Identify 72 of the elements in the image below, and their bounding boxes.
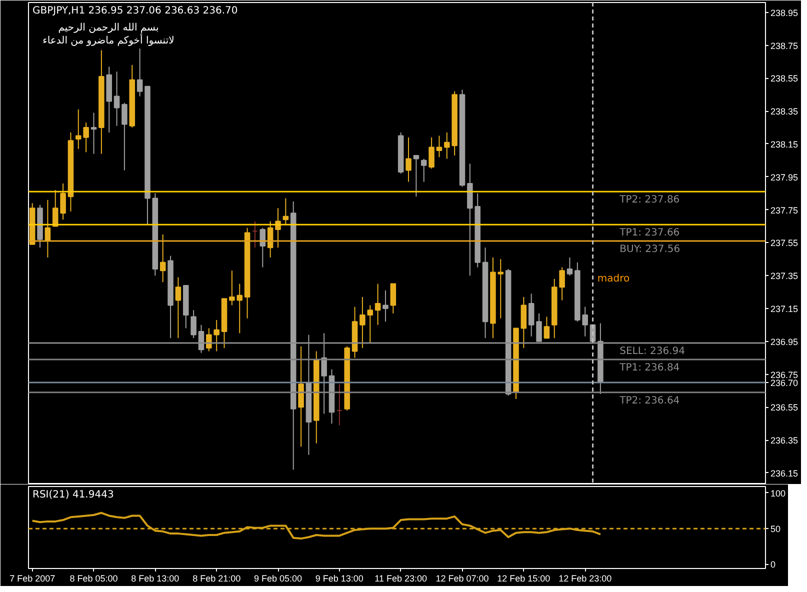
candlestick <box>428 136 434 170</box>
y-tick-label: 238.95 <box>770 8 798 18</box>
y-tick-label: 0 <box>770 560 776 570</box>
candlestick <box>436 135 442 158</box>
candlestick <box>360 296 366 348</box>
ref-line-label: TP1: 237.66 <box>618 228 680 239</box>
y-tick-label: 236.75 <box>770 370 798 380</box>
x-tick-label: 11 Feb 23:00 <box>374 574 428 584</box>
candlestick <box>544 316 550 339</box>
ref-line-label: TP1: 236.84 <box>618 362 680 374</box>
candlestick <box>528 293 534 337</box>
candlestick <box>90 112 97 154</box>
y-tick-label: 237.15 <box>770 304 798 314</box>
ref-line-label: TP2: 237.86 <box>618 194 680 206</box>
candlestick <box>390 283 396 314</box>
ref-line-label: BUY: 237.56 <box>620 244 680 256</box>
chart-title: RSI(21) 41.9443 <box>32 490 114 500</box>
x-tick-label: 9 Feb 05:00 <box>254 574 302 584</box>
y-tick-label: 238.75 <box>770 40 798 51</box>
y-tick-label: 238.55 <box>770 74 798 84</box>
candlestick <box>122 102 128 171</box>
candlestick <box>214 319 220 352</box>
y-tick-label: 238.35 <box>770 106 798 117</box>
x-tick-label: 9 Feb 13:00 <box>315 574 364 584</box>
x-tick-label: 12 Feb 15:00 <box>497 574 550 584</box>
y-tick-label: 50 <box>770 524 781 534</box>
y-tick-label: 236.95 <box>770 336 798 347</box>
candlestick <box>175 276 182 339</box>
annotation: لاتنسوا أخوكم ماضرو من الدعاء <box>42 34 174 46</box>
candlestick <box>566 256 573 276</box>
candlestick <box>321 332 327 414</box>
ref-line-label: SELL: 236.94 <box>620 346 685 358</box>
candlestick <box>382 290 388 322</box>
y-tick-label: 237.75 <box>770 205 798 216</box>
candlestick <box>374 283 381 326</box>
y-tick-label: 236.70 <box>770 378 798 388</box>
candlestick <box>136 48 143 97</box>
candlestick <box>536 312 542 342</box>
y-tick-label: 237.55 <box>770 238 798 248</box>
annotation: madro <box>597 273 630 284</box>
y-tick-label: 237.95 <box>770 172 798 182</box>
y-tick-label: 237.35 <box>770 271 798 282</box>
chart-title: GBPJPY,H1 236.95 237.06 236.63 236.70 <box>32 6 238 16</box>
candlestick <box>559 266 565 301</box>
candlestick <box>406 136 412 182</box>
candlestick <box>520 296 527 348</box>
x-tick-label: 8 Feb 13:00 <box>131 574 180 584</box>
y-tick-label: 236.55 <box>770 402 798 413</box>
x-tick-label: 7 Feb 2007 <box>10 574 56 584</box>
candlestick <box>367 304 374 344</box>
x-tick-label: 12 Feb 23:00 <box>558 574 612 584</box>
y-tick-label: 236.35 <box>770 436 798 446</box>
candlestick <box>282 198 289 226</box>
candlestick <box>498 258 504 319</box>
candlestick <box>160 234 166 283</box>
x-tick-label: 8 Feb 21:00 <box>192 574 241 584</box>
y-tick-label: 238.15 <box>770 139 798 150</box>
candlestick <box>413 154 420 198</box>
candlestick <box>336 384 342 426</box>
candlestick <box>190 310 196 339</box>
candlestick <box>60 182 66 220</box>
y-tick-label: 236.15 <box>770 468 798 478</box>
annotation: بسم الله الرحمن الرحيم <box>58 22 159 34</box>
candlestick <box>252 220 258 248</box>
candlestick <box>206 328 212 352</box>
x-tick-label: 12 Feb 07:00 <box>436 574 489 584</box>
y-tick-label: 100 <box>770 488 786 498</box>
candlestick <box>298 346 304 448</box>
candlestick <box>420 158 427 182</box>
candlestick <box>114 71 120 126</box>
ref-line-label: TP2: 236.64 <box>618 395 680 406</box>
x-tick-label: 8 Feb 05:00 <box>70 574 118 584</box>
